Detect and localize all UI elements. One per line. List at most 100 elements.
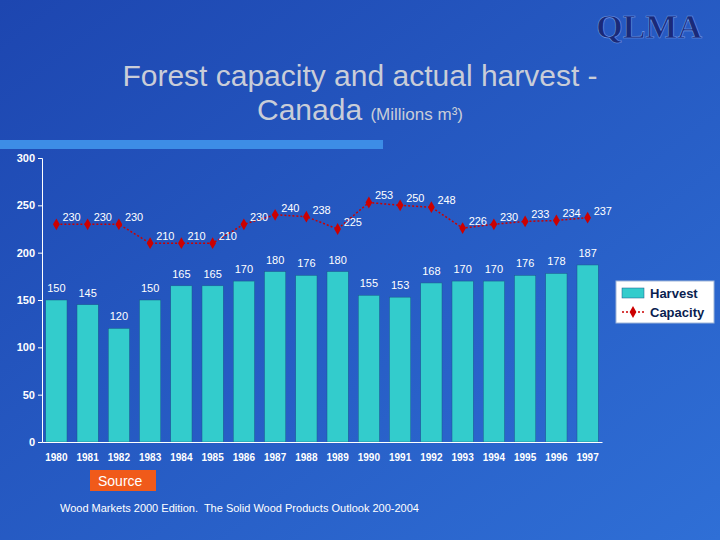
bar [265,272,286,442]
x-tick: 1987 [264,442,287,463]
bar [108,328,129,442]
y-tick-label: 100 [17,341,35,353]
legend-label: Capacity [650,305,705,320]
x-tick-label: 1997 [577,452,600,463]
y-tick-mark [38,300,42,301]
legend: Harvest Capacity [616,281,714,323]
y-tick-mark [38,158,42,159]
y-axis: 050100150200250300 [17,152,43,448]
line-label: 210 [187,230,205,242]
capacity-marker [303,211,310,223]
slide: QLMAForest capacity and actual harvest -… [0,0,720,540]
x-tick-label: 1993 [452,452,475,463]
source-label: Source [98,473,143,489]
y-tick-mark [38,395,42,396]
x-axis-line [43,442,603,443]
line-label: 210 [156,230,174,242]
bar-label: 150 [141,282,159,294]
capacity-marker [459,222,466,234]
bar [296,275,317,442]
y-tick-label: 250 [17,199,35,211]
bar-label: 178 [547,255,565,267]
bar [577,265,598,442]
bar-label: 187 [578,247,596,259]
bar [233,281,254,442]
background [0,0,720,540]
x-tick-label: 1986 [233,452,256,463]
capacity-marker [334,223,341,235]
y-tick-mark [38,347,42,348]
capacity-marker [209,237,216,249]
x-tick: 1989 [327,442,350,463]
y-tick-label: 150 [17,294,35,306]
bar [483,281,504,442]
y-tick-label: 200 [17,247,35,259]
bar [140,300,161,442]
bar-label: 180 [266,254,284,266]
bar-label: 176 [516,257,534,269]
capacity-marker [584,212,591,224]
x-tick-label: 1982 [108,452,131,463]
x-tick: 1982 [108,442,131,463]
bar-label: 170 [485,263,503,275]
line-label: 210 [219,230,237,242]
y-tick-mark [38,205,42,206]
x-tick-label: 1988 [295,452,318,463]
bar [202,286,223,442]
bar [546,273,567,442]
subtitle: (Millions m³) [370,105,463,124]
logo: QLMA [596,8,702,45]
x-tick-label: 1991 [389,452,412,463]
y-tick: 250 [17,199,42,211]
capacity-marker [272,209,279,221]
line-label: 230 [62,211,80,223]
x-tick-label: 1992 [420,452,443,463]
capacity-marker [84,218,91,230]
capacity-marker [553,215,560,227]
bar [77,305,98,442]
capacity-marker [365,197,372,209]
x-tick: 1997 [577,442,600,463]
source-text: Wood Markets 2000 Edition. The Solid Woo… [60,502,419,514]
x-tick: 1991 [389,442,412,463]
legend-swatch [622,288,644,298]
capacity-marker [522,216,529,228]
bar-label: 168 [422,265,440,277]
bar [421,283,442,442]
x-tick-label: 1996 [545,452,568,463]
bar [515,275,536,442]
x-axis: 1980198119821983198419851986198719881989… [43,442,603,463]
bar-label: 170 [453,263,471,275]
y-tick: 300 [17,152,42,164]
y-tick: 50 [23,389,42,401]
x-tick: 1985 [202,442,225,463]
title-line: Canada [257,93,370,126]
bar-label: 120 [110,310,128,322]
x-tick: 1983 [139,442,162,463]
legend-label: Harvest [650,286,698,301]
line-label: 238 [312,204,330,216]
x-tick: 1980 [45,442,68,463]
x-tick: 1988 [295,442,318,463]
capacity-marker [428,201,435,213]
bar [358,295,379,442]
y-tick-mark [38,442,42,443]
bar-label: 176 [297,257,315,269]
bar [46,300,67,442]
line-label: 240 [281,202,299,214]
capacity-line [56,202,587,243]
source-box [90,470,156,491]
x-tick-label: 1984 [170,452,193,463]
y-tick: 100 [17,341,42,353]
bar [327,272,348,442]
capacity-marker [178,237,185,249]
x-tick-label: 1985 [202,452,225,463]
line-label: 233 [531,208,549,220]
x-tick: 1993 [452,442,475,463]
x-tick: 1986 [233,442,256,463]
bar-label: 145 [78,287,96,299]
line-label: 253 [375,189,393,201]
capacity-marker [490,218,497,230]
bar-label: 155 [360,277,378,289]
y-tick-mark [38,253,42,254]
